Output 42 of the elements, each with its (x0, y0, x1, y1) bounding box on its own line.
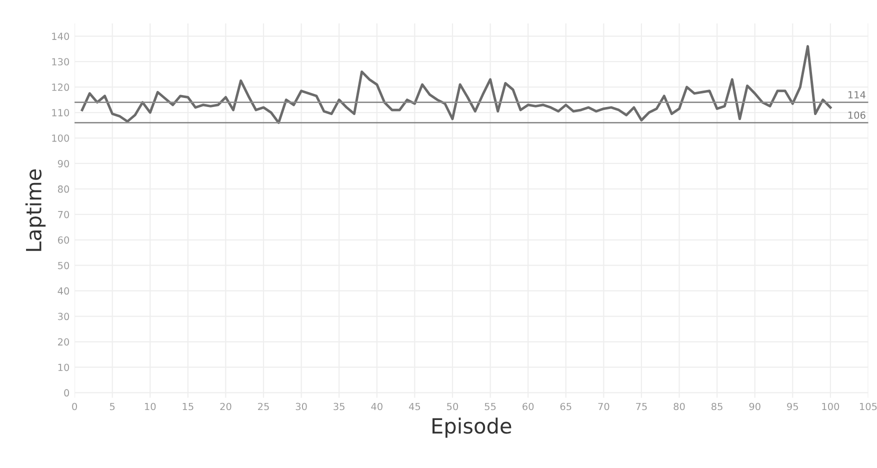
y-tick-label: 70 (58, 210, 70, 218)
x-tick-label: 60 (522, 402, 534, 410)
x-tick-label: 45 (408, 402, 420, 410)
ref-line-label: 114 (848, 91, 866, 98)
y-tick-label: 60 (58, 236, 70, 244)
line-series (80, 45, 832, 124)
x-tick-label: 70 (598, 402, 610, 410)
x-tick-label: 85 (712, 402, 722, 410)
x-tick-label: 0 (72, 402, 77, 410)
x-tick-label: 40 (371, 402, 382, 410)
x-tick-label: 95 (787, 402, 798, 410)
y-tick-label: 130 (52, 58, 70, 66)
y-tick-label: 10 (58, 364, 70, 372)
y-tick-label: 40 (58, 287, 70, 295)
x-axis-title: Episode (432, 418, 512, 438)
x-tick-label: 105 (860, 402, 877, 410)
x-tick-label: 30 (296, 402, 307, 410)
y-tick-label: 20 (58, 338, 70, 346)
x-tick-label: 55 (484, 402, 496, 410)
x-tick-label: 65 (560, 402, 572, 410)
y-tick-label: 30 (58, 312, 70, 320)
y-tick-label: 50 (58, 262, 70, 270)
x-tick-label: 80 (674, 402, 685, 410)
x-tick-label: 25 (258, 402, 269, 410)
y-tick-label: 120 (52, 84, 70, 91)
y-tick-label: 80 (58, 185, 70, 193)
ref-line-label: 106 (848, 111, 866, 119)
y-tick-label: 0 (64, 389, 70, 397)
x-tick-label: 15 (182, 402, 194, 410)
y-axis-title: Laptime (25, 169, 46, 251)
x-tick-label: 50 (447, 402, 458, 410)
y-tick-label: 90 (58, 160, 70, 168)
x-tick-label: 5 (110, 402, 115, 410)
x-tick-label: 100 (822, 402, 840, 410)
y-tick-label: 140 (52, 32, 70, 40)
y-tick-label: 110 (52, 109, 70, 116)
x-tick-label: 90 (749, 402, 760, 410)
x-tick-label: 35 (334, 402, 344, 410)
y-tick-label: 100 (52, 134, 70, 142)
x-tick-label: 20 (220, 402, 232, 410)
x-tick-label: 75 (636, 402, 647, 410)
x-tick-label: 10 (145, 402, 156, 410)
